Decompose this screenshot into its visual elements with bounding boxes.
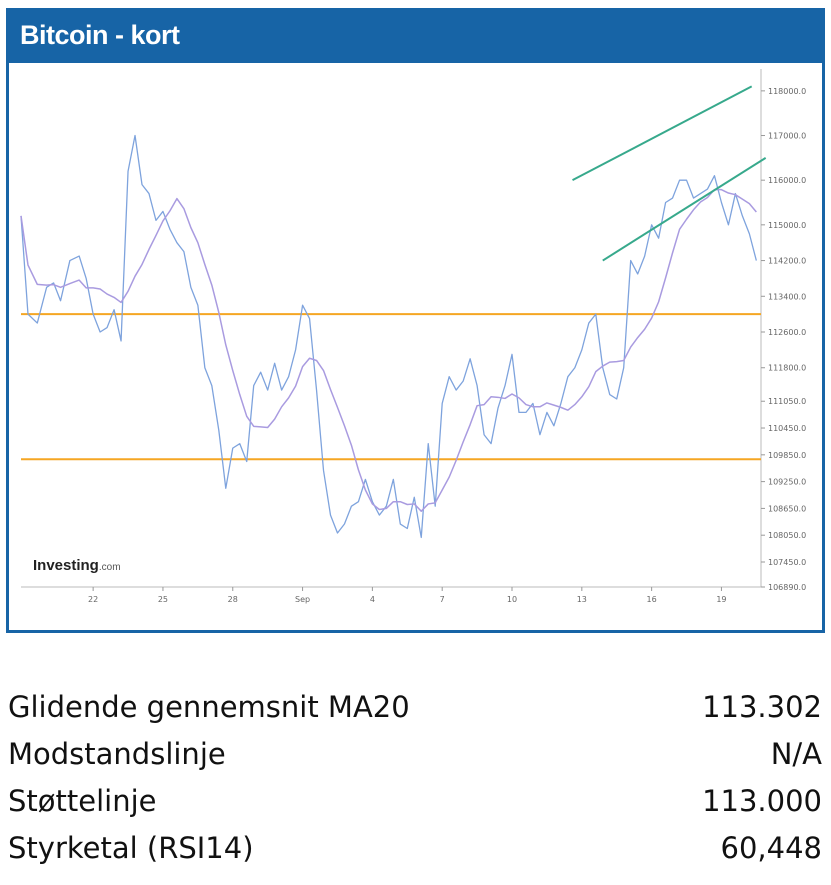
y-tick-label: 113400.0 [768,292,806,301]
moving-average-line [20,188,757,512]
y-tick-label: 110450.0 [768,424,806,433]
y-tick-label: 115000.0 [768,221,806,230]
investing-logo: Investing.com [33,557,121,574]
y-tick-label: 108650.0 [768,504,806,513]
stat-value: 113.000 [702,784,822,818]
stat-row-resistance: Modstandslinje N/A [8,737,822,783]
y-tick-label: 116000.0 [768,176,806,185]
x-tick-label: 22 [88,595,98,604]
chart-panel: Bitcoin - kort 118000.0 117000.0 116000.0 1… [6,8,825,633]
x-tick-label: 19 [716,595,726,604]
x-tick-label: 7 [440,595,445,604]
y-tick-label: 118000.0 [768,87,806,96]
stat-value: 113.302 [702,690,822,724]
x-tick-label: 28 [228,595,238,604]
y-tick-label: 114200.0 [768,257,806,266]
y-tick-label: 107450.0 [768,558,806,567]
y-tick-label: 111800.0 [768,364,806,373]
logo-suffix: .com [98,562,121,573]
x-tick-label: 25 [158,595,168,604]
x-tick-label: 4 [370,595,375,604]
x-tick-label: 10 [507,595,517,604]
logo-main: Investing [33,557,99,574]
stat-label: Glidende gennemsnit MA20 [8,690,410,724]
y-tick-label: 109850.0 [768,451,806,460]
stat-value: 60,448 [720,831,822,865]
y-tick-label: 117000.0 [768,132,806,141]
y-tick-label: 109250.0 [768,478,806,487]
stat-row-support: Støttelinje 113.000 [8,784,822,830]
stat-label: Støttelinje [8,784,157,818]
stat-label: Modstandslinje [8,737,226,771]
stat-row-rsi: Styrketal (RSI14) 60,448 [8,831,822,877]
trend-channel-line [602,157,767,262]
x-tick-label: 16 [647,595,657,604]
y-tick-label: 111050.0 [768,397,806,406]
stat-label: Styrketal (RSI14) [8,831,254,865]
x-tick-label: 13 [577,595,587,604]
chart-header: Bitcoin - kort [9,11,822,63]
stat-row-ma20: Glidende gennemsnit MA20 113.302 [8,690,822,736]
stat-value: N/A [770,737,822,771]
trend-channel-line [572,85,753,182]
y-tick-label: 108050.0 [768,531,806,540]
y-tick-label: 112600.0 [768,328,806,337]
y-tick-label: 106890.0 [768,583,806,592]
price-line [20,134,757,539]
price-chart: 118000.0 117000.0 116000.0 115000.0 114200.0… [20,69,806,604]
chart-title: Bitcoin - kort [20,20,180,50]
x-tick-label: Sep [295,595,310,604]
